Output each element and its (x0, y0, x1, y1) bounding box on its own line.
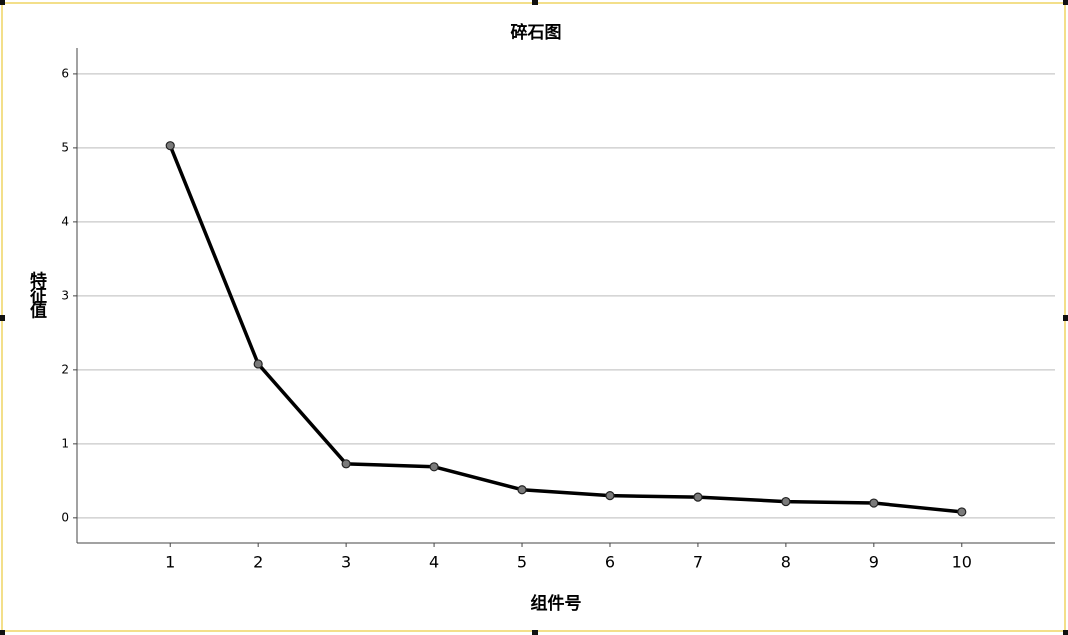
point (253, 359, 263, 369)
x-tick-label: 9 (869, 553, 879, 572)
point (605, 491, 615, 501)
point (693, 492, 703, 502)
x-tick-label: 1 (165, 553, 175, 572)
y-tick-label: 2 (61, 362, 69, 376)
y-tick-label: 1 (61, 436, 69, 450)
y-tick-label: 0 (61, 510, 69, 524)
point (165, 141, 175, 151)
line (168, 145, 962, 514)
point (957, 507, 967, 517)
x-tick-label: 8 (781, 553, 791, 572)
x-tick-label: 10 (952, 553, 972, 572)
x-tick-label: 3 (341, 553, 351, 572)
point (869, 498, 879, 508)
y-tick-label: 3 (61, 288, 69, 302)
x-tick-label: 6 (605, 553, 615, 572)
x-tick-label: 2 (253, 553, 263, 572)
y-tick-label: 4 (61, 214, 69, 228)
x-tick-label: 5 (517, 553, 527, 572)
y-tick-label: 5 (61, 140, 69, 154)
x-axis-label: 组件号 (531, 593, 582, 614)
y-tick-label: 6 (61, 66, 69, 80)
point (781, 496, 791, 507)
y-axis-label: 特征值 (26, 270, 47, 319)
chart-title: 碎石图 (511, 22, 562, 43)
point (341, 459, 351, 469)
x-tick-label: 4 (429, 553, 439, 572)
point (429, 462, 439, 472)
x-tick-label: 7 (693, 553, 703, 572)
point (517, 485, 527, 495)
